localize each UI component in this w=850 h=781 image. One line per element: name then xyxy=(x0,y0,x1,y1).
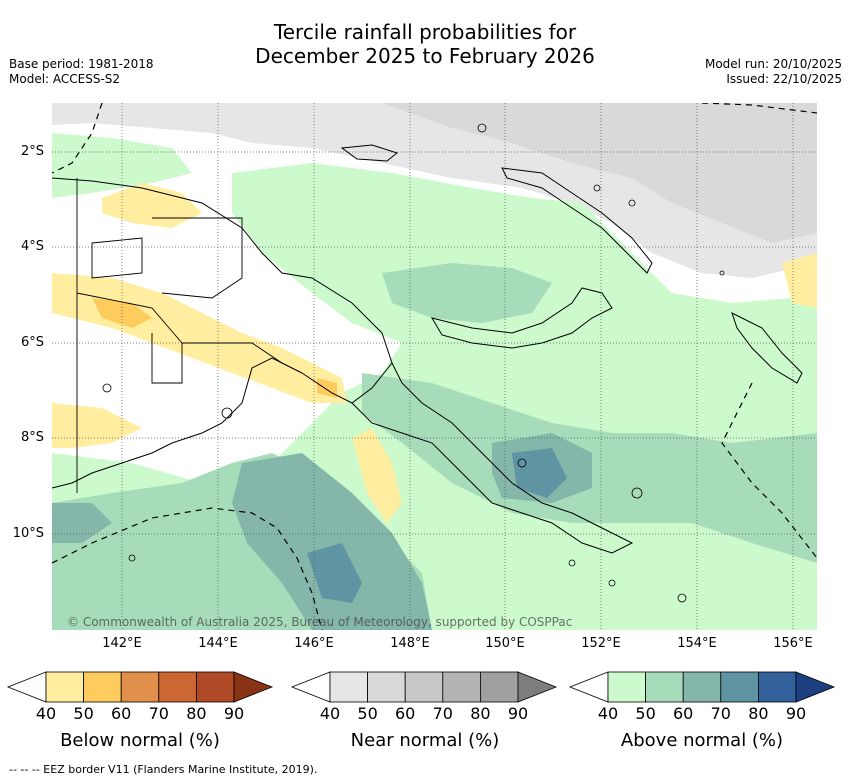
manus-coast xyxy=(340,144,399,162)
lat-label-6s: 6°S xyxy=(20,335,44,350)
legend-above-tick-80: 80 xyxy=(748,704,769,723)
legend-below-swatch-70 xyxy=(158,671,197,703)
title-line-2: December 2025 to February 2026 xyxy=(255,44,595,68)
legend-above-tick-90: 90 xyxy=(785,704,807,723)
legend-below-tick-80: 80 xyxy=(186,704,207,723)
new-britain-coast xyxy=(430,287,613,349)
model-name: Model: ACCESS-S2 xyxy=(9,72,121,86)
lon-label-148e: 148°E xyxy=(390,636,430,651)
province-border-2 xyxy=(76,292,183,384)
bougainville-coast xyxy=(731,312,803,384)
below-normal-region-east xyxy=(782,253,817,308)
legend-above-swatch-80 xyxy=(758,671,797,703)
legend-above-swatch-50 xyxy=(645,671,684,703)
lat-label-2s: 2°S xyxy=(20,144,44,159)
run-info: Model run: 20/10/2025 Issued: 22/10/2025 xyxy=(705,57,842,87)
legend-below-swatch-60 xyxy=(120,671,160,703)
copyright-notice: © Commonwealth of Australia 2025, Bureau… xyxy=(67,615,572,629)
legend-near-swatch-50 xyxy=(367,671,406,703)
above-normal-region-west xyxy=(52,133,192,198)
issued-date: Issued: 22/10/2025 xyxy=(726,72,842,86)
legend-title-below: Below normal (%) xyxy=(60,730,220,751)
legend-above-tick-40: 40 xyxy=(597,704,619,723)
near-normal-region-north-dark xyxy=(382,103,817,243)
new-guinea-coast xyxy=(52,177,393,489)
legend-below-swatch-40 xyxy=(45,671,84,703)
province-border-3 xyxy=(152,217,243,299)
legend-near-tick-90: 90 xyxy=(507,704,529,723)
legend-title-near: Near normal (%) xyxy=(350,730,500,751)
lat-label-8s: 8°S xyxy=(20,430,44,445)
legend-below-tick-90: 90 xyxy=(223,704,245,723)
legend-above-tick-50: 50 xyxy=(635,704,656,723)
rainfall-map: © Commonwealth of Australia 2025, Bureau… xyxy=(52,103,817,630)
legend-near-tick-40: 40 xyxy=(319,704,341,723)
eez-borders xyxy=(52,103,817,630)
legend-near-tick-70: 70 xyxy=(432,704,453,723)
legend-above-low-extend xyxy=(568,671,609,703)
new-ireland-coast xyxy=(501,167,653,274)
below-normal-region-south-west xyxy=(52,403,142,448)
borders xyxy=(76,178,303,493)
legend-above-tick-70: 70 xyxy=(710,704,731,723)
legend-below-low-extend xyxy=(6,671,47,703)
legend-below-tick-70: 70 xyxy=(148,704,169,723)
above-normal-50-east xyxy=(382,263,552,323)
legend-ticks: 40 50 60 70 80 90 40 50 60 70 80 90 40 50 60 70 80 90 xyxy=(0,704,850,728)
legend-near-swatch-70 xyxy=(442,671,481,703)
eez-footnote: -- -- -- EEZ border V11 (Flanders Marine… xyxy=(9,763,318,776)
legend-near-swatch-80 xyxy=(479,671,519,703)
legend-below-swatch-80 xyxy=(195,671,235,703)
legend-below-tick-60: 60 xyxy=(111,704,132,723)
above-normal-60-sw xyxy=(232,453,432,630)
legend-near-tick-50: 50 xyxy=(357,704,378,723)
province-border-4 xyxy=(182,342,303,374)
lat-label-4s: 4°S xyxy=(20,239,44,254)
legend-colorbars xyxy=(6,671,836,703)
above-normal-70-sw xyxy=(307,543,362,603)
lon-label-156e: 156°E xyxy=(773,636,813,651)
legend-above-swatch-40 xyxy=(607,671,646,703)
legend-near-high-extend xyxy=(517,671,558,703)
legend-below-high-extend xyxy=(233,671,274,703)
model-run: Model run: 20/10/2025 xyxy=(704,57,842,71)
lon-label-144e: 144°E xyxy=(198,636,238,651)
lon-label-150e: 150°E xyxy=(485,636,525,651)
islands xyxy=(102,123,725,603)
legend-below-tick-40: 40 xyxy=(35,704,57,723)
lat-label-10s: 10°S xyxy=(12,526,44,541)
title-line-1: Tercile rainfall probabilities for xyxy=(273,20,577,44)
above-normal-70-south xyxy=(512,448,567,498)
legend-near-tick-80: 80 xyxy=(470,704,491,723)
below-normal-region-nw xyxy=(102,183,202,228)
legend-below-swatch-50 xyxy=(83,671,122,703)
legend-above-tick-60: 60 xyxy=(673,704,694,723)
lon-label-152e: 152°E xyxy=(581,636,621,651)
legend-above-high-extend xyxy=(795,671,836,703)
lon-label-142e: 142°E xyxy=(102,636,142,651)
legend-near-tick-60: 60 xyxy=(395,704,416,723)
legend-below-tick-50: 50 xyxy=(73,704,94,723)
base-info: Base period: 1981-2018 Model: ACCESS-S2 xyxy=(9,57,154,87)
province-border-1 xyxy=(91,237,143,279)
base-period: Base period: 1981-2018 xyxy=(9,57,154,71)
lon-label-154e: 154°E xyxy=(677,636,717,651)
legend-near-low-extend xyxy=(290,671,331,703)
legend-near-swatch-40 xyxy=(329,671,368,703)
legend-title-above: Above normal (%) xyxy=(620,730,784,751)
above-normal-60-west xyxy=(52,503,112,543)
below-normal-region-central xyxy=(352,428,402,523)
legend-above-swatch-70 xyxy=(720,671,759,703)
map-title: Tercile rainfall probabilities for Decem… xyxy=(0,20,850,68)
graticule xyxy=(52,103,817,630)
coastlines xyxy=(52,144,803,554)
legend-near-swatch-60 xyxy=(404,671,444,703)
lon-label-146e: 146°E xyxy=(294,636,334,651)
papuan-peninsula-coast xyxy=(351,362,634,554)
legend-above-swatch-60 xyxy=(682,671,722,703)
